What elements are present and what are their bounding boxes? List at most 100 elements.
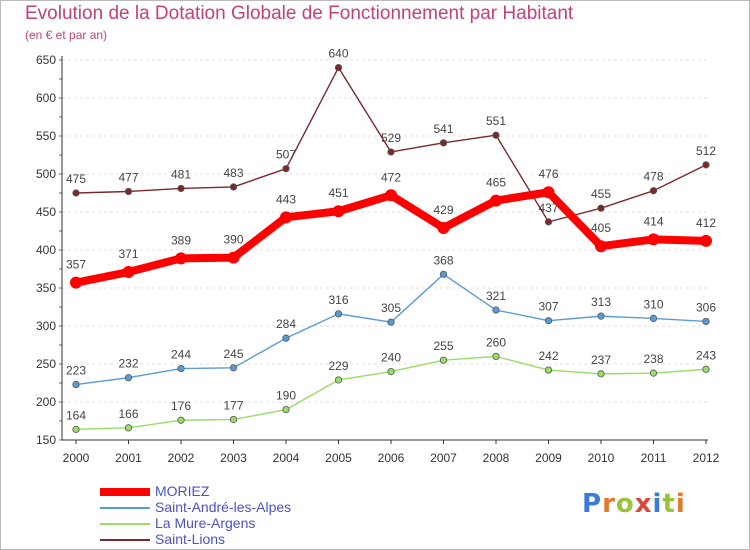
series-line (75, 355, 707, 431)
data-point (439, 139, 448, 147)
data-point (544, 218, 553, 226)
data-point (595, 240, 607, 253)
data-label: 238 (643, 352, 663, 366)
data-point (490, 194, 502, 207)
y-tick-label: 200 (36, 395, 56, 409)
series-group (70, 64, 712, 433)
data-point (702, 365, 710, 373)
data-label: 190 (276, 389, 296, 403)
legend-swatch (100, 523, 150, 525)
data-label: 390 (223, 233, 243, 247)
legend-label: La Mure-Argens (155, 515, 256, 531)
data-point (124, 187, 133, 196)
data-label: 481 (171, 167, 191, 181)
data-label: 478 (643, 170, 663, 184)
data-label: 368 (433, 253, 453, 267)
data-label: 412 (696, 216, 716, 230)
y-tick-label: 350 (36, 281, 56, 295)
data-point (282, 334, 290, 342)
series-line (75, 273, 707, 386)
legend: MORIEZ Saint-André-les-Alpes La Mure-Argen… (100, 483, 400, 548)
data-point (282, 405, 290, 414)
data-point (597, 312, 605, 320)
logo-letter: t (662, 489, 676, 519)
data-point (702, 317, 710, 326)
data-label: 232 (118, 357, 138, 371)
data-label: 316 (328, 293, 348, 307)
data-label: 476 (538, 167, 558, 181)
data-point (280, 211, 292, 224)
data-point (124, 424, 133, 432)
x-tick-label: 2001 (115, 451, 142, 465)
data-label: 321 (486, 289, 506, 303)
data-label: 164 (66, 408, 86, 422)
y-tick-label: 300 (36, 319, 56, 333)
y-tick-label: 600 (36, 91, 56, 105)
data-point (229, 183, 238, 191)
data-point (649, 369, 658, 377)
data-point (597, 370, 605, 378)
data-point (492, 306, 500, 314)
data-label: 313 (591, 295, 611, 309)
x-tick-label: 2009 (535, 451, 562, 465)
x-tick-label: 2011 (641, 451, 667, 465)
data-label: 223 (66, 364, 86, 378)
logo-letter: i (652, 489, 663, 519)
data-point (72, 380, 80, 389)
x-tick-label: 2005 (325, 451, 352, 465)
data-point (227, 251, 240, 264)
data-point (647, 233, 660, 246)
legend-item: Saint-Lions (100, 531, 400, 548)
data-label: 429 (433, 203, 453, 217)
data-point (334, 376, 343, 384)
chart-title: Evolution de la Dotation Globale de Fonc… (25, 3, 574, 24)
data-label: 244 (171, 348, 191, 362)
logo-letter: P (582, 489, 603, 519)
data-label: 405 (591, 221, 611, 235)
legend-swatch (100, 507, 150, 509)
data-point (437, 221, 450, 234)
logo-letter: r (602, 489, 616, 519)
data-point (492, 131, 500, 139)
data-label: 640 (328, 47, 348, 61)
chart-subtitle: (en € et par an) (25, 28, 108, 42)
data-label: 483 (223, 166, 243, 180)
data-label: 177 (223, 398, 243, 412)
data-point (702, 161, 710, 169)
y-tick-label: 250 (36, 357, 56, 371)
legend-swatch (100, 488, 150, 496)
data-point (282, 165, 290, 173)
grid-lines (62, 59, 708, 441)
data-point (177, 364, 185, 373)
data-point (229, 364, 238, 372)
data-point (387, 148, 395, 156)
y-tick-label: 550 (36, 129, 56, 143)
data-point (334, 310, 343, 318)
data-point (72, 189, 80, 197)
x-tick-label: 2006 (378, 451, 405, 465)
data-label: 255 (433, 339, 453, 353)
data-point (542, 186, 555, 199)
data-point (649, 314, 658, 322)
data-label: 305 (381, 301, 401, 315)
x-tick-label: 2012 (693, 451, 720, 465)
data-label: 443 (276, 192, 296, 206)
data-point (544, 366, 553, 374)
x-tick-label: 2007 (430, 451, 457, 465)
data-label: 242 (538, 349, 558, 363)
logo-letter: i (675, 489, 686, 519)
legend-item: La Mure-Argens (100, 515, 400, 532)
data-label: 475 (66, 172, 86, 186)
data-label: 240 (381, 351, 401, 365)
data-label: 229 (328, 359, 348, 373)
data-point (597, 204, 605, 212)
data-point (385, 189, 397, 202)
legend-item: MORIEZ (100, 483, 400, 500)
data-point (229, 415, 238, 424)
data-label: 357 (66, 258, 86, 272)
legend-item: Saint-André-les-Alpes (100, 499, 400, 516)
data-label: 243 (696, 348, 716, 362)
legend-label: Saint-André-les-Alpes (155, 499, 292, 515)
data-label: 472 (381, 170, 401, 184)
x-tick-label: 2002 (168, 451, 195, 465)
